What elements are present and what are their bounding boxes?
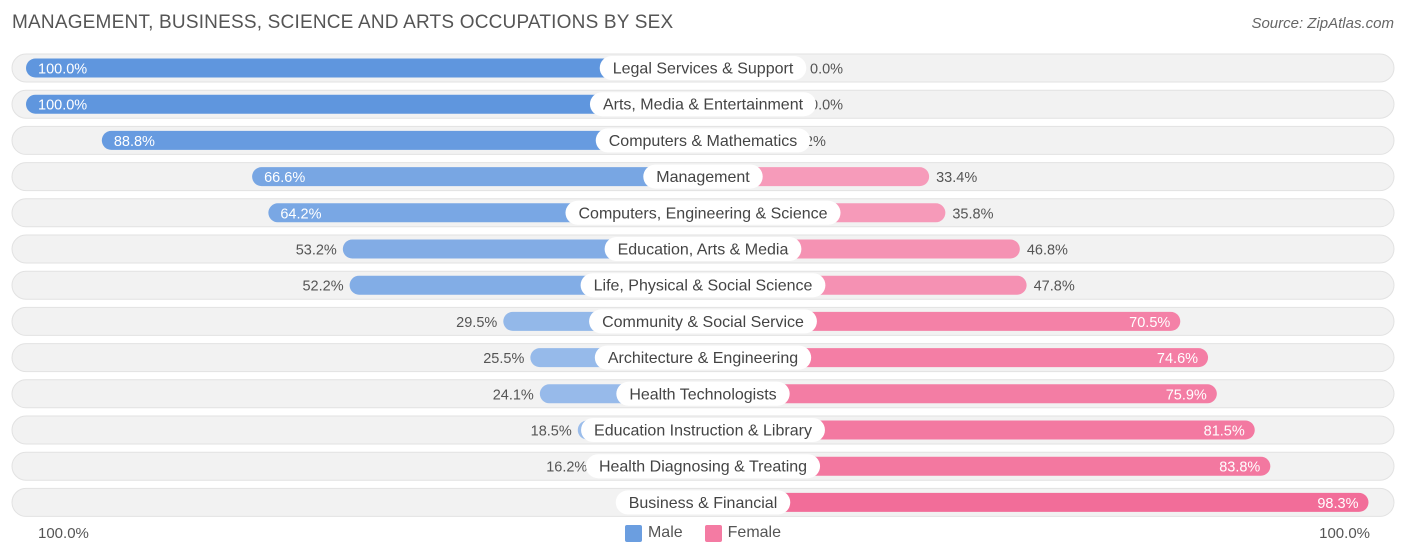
male-value-label: 100.0%: [38, 98, 87, 114]
category-label-background: [580, 273, 826, 298]
category-label: Computers, Engineering & Science: [578, 205, 827, 222]
chart-title: MANAGEMENT, BUSINESS, SCIENCE AND ARTS O…: [12, 12, 674, 33]
category-label: Health Diagnosing & Treating: [599, 459, 807, 476]
male-value-label: 16.2%: [546, 460, 587, 476]
diverging-bar-chart: 100.0% 0.0% Legal Services & Support 100.0%…: [11, 53, 1395, 517]
bar-female: [703, 420, 1255, 440]
male-value-label: 64.2%: [280, 206, 321, 222]
category-label-background: [595, 128, 811, 153]
female-value-label: 33.4%: [936, 170, 977, 186]
category-label-background: [581, 418, 825, 442]
axis-left-label: 100.0%: [38, 525, 89, 542]
female-value-label: 81.5%: [1204, 424, 1245, 440]
category-label: Architecture & Engineering: [608, 350, 798, 367]
category-label-background: [589, 309, 817, 334]
male-value-label: 52.2%: [302, 279, 343, 295]
category-label: Life, Physical & Social Science: [594, 278, 813, 295]
male-value-label: 24.1%: [493, 387, 534, 403]
legend-item-male: Male: [624, 524, 683, 542]
male-value-label: 66.6%: [264, 170, 305, 186]
category-label: Legal Services & Support: [613, 61, 794, 78]
category-label: Health Technologists: [629, 386, 776, 403]
bar-female: [703, 348, 1209, 368]
category-label-background: [565, 200, 841, 225]
bar-male: [101, 130, 704, 150]
male-value-label: 29.5%: [456, 315, 497, 331]
category-label-background: [616, 381, 790, 406]
source-label: Source: ZipAtlas.com: [1251, 15, 1394, 32]
female-value-label: 46.8%: [1027, 243, 1068, 259]
bar-female: [703, 311, 1181, 331]
male-value-label: 100.0%: [38, 62, 87, 78]
category-label: Arts, Media & Entertainment: [603, 97, 804, 114]
category-label: Management: [656, 169, 750, 186]
legend-label-male: Male: [647, 524, 683, 541]
male-value-label: 53.2%: [296, 243, 337, 259]
category-label-background: [643, 164, 763, 189]
legend-label-female: Female: [727, 524, 782, 541]
category-label: Education, Arts & Media: [618, 242, 789, 259]
category-label-background: [585, 454, 821, 479]
female-value-label: 0.0%: [810, 98, 843, 114]
bar-male: [26, 94, 703, 114]
female-value-label: 0.0%: [810, 62, 843, 78]
female-value-label: 83.8%: [1219, 460, 1260, 476]
bar-female: [703, 492, 1369, 512]
bar-female: [703, 456, 1271, 476]
category-label-background: [599, 56, 807, 80]
category-label-background: [589, 92, 817, 117]
category-label-background: [604, 237, 802, 261]
female-value-label: 47.8%: [1034, 279, 1075, 295]
female-value-label: 98.3%: [1317, 496, 1358, 512]
category-label-background: [594, 345, 812, 370]
female-value-label: 74.6%: [1157, 351, 1198, 367]
category-label: Education Instruction & Library: [594, 423, 812, 440]
legend-swatch-female: [704, 524, 722, 542]
legend: Male Female: [0, 524, 1406, 542]
category-label-background: [615, 490, 791, 515]
male-value-label: 88.8%: [114, 134, 155, 150]
axis-right-label: 100.0%: [1319, 525, 1370, 542]
male-value-label: 18.5%: [531, 424, 572, 440]
legend-swatch-male: [624, 524, 642, 542]
female-value-label: 70.5%: [1129, 315, 1170, 331]
female-value-label: 75.9%: [1166, 387, 1207, 403]
category-label: Business & Financial: [629, 495, 778, 512]
category-label: Community & Social Service: [602, 314, 804, 331]
female-value-label: 35.8%: [952, 206, 993, 222]
bar-female: [703, 384, 1217, 404]
male-value-label: 25.5%: [483, 351, 524, 367]
bar-male: [252, 167, 704, 187]
legend-item-female: Female: [704, 524, 782, 542]
category-label: Computers & Mathematics: [609, 133, 798, 150]
bar-male: [26, 58, 703, 78]
